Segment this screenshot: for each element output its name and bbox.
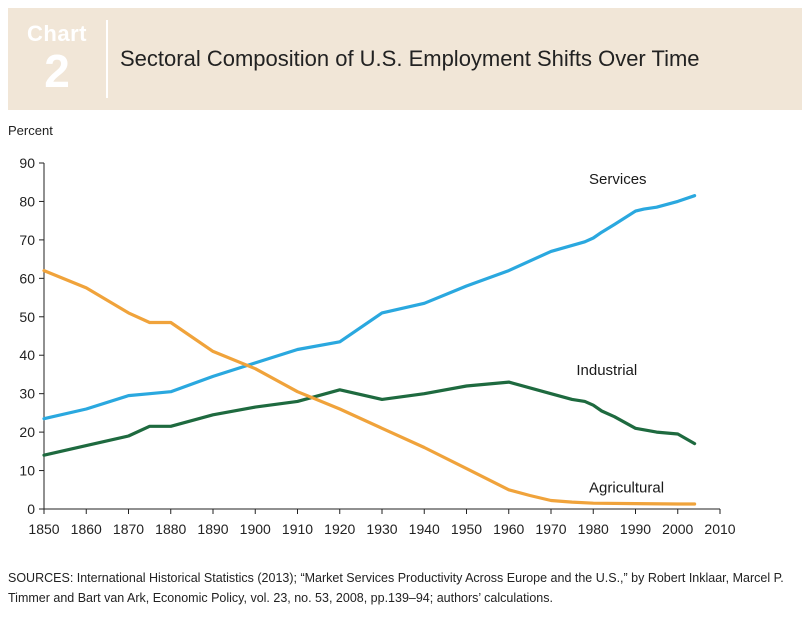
x-tick-label: 1930 [366, 521, 397, 537]
y-tick-label: 90 [19, 155, 35, 171]
line-chart: Percent 0 10 20 30 40 50 60 70 80 90 1850 1860 1870 18… [8, 123, 736, 537]
y-axis-label: Percent [8, 123, 53, 138]
x-tick-label: 1910 [282, 521, 313, 537]
x-tick-label: 2000 [662, 521, 693, 537]
y-tick-label: 80 [19, 193, 35, 209]
x-tick-label: 1920 [324, 521, 355, 537]
x-tick-label: 1850 [28, 521, 59, 537]
x-tick-label: 1870 [113, 521, 144, 537]
x-tick-label: 1950 [451, 521, 482, 537]
chart-word: Chart [27, 21, 87, 46]
sources-note: SOURCES: International Historical Statis… [8, 571, 784, 605]
y-tick-label: 30 [19, 386, 35, 402]
y-tick-label: 60 [19, 270, 35, 286]
series-label-industrial: Industrial [576, 362, 637, 379]
x-tick-label: 1970 [535, 521, 566, 537]
x-tick-label: 1890 [197, 521, 228, 537]
chart-number: 2 [44, 45, 70, 97]
y-tick-label: 50 [19, 309, 35, 325]
chart-badge: Chart 2 [8, 8, 106, 110]
chart-header: Chart 2 Sectoral Composition of U.S. Emp… [8, 8, 802, 110]
x-tick-label: 2010 [704, 521, 735, 537]
header-divider [106, 20, 108, 98]
x-tick-label: 1940 [409, 521, 440, 537]
x-tick-label: 1880 [155, 521, 186, 537]
series-label-agricultural: Agricultural [589, 479, 664, 496]
chart-title: Sectoral Composition of U.S. Employment … [120, 46, 700, 71]
y-tick-label: 10 [19, 463, 35, 479]
series-label-services: Services [589, 171, 647, 188]
x-tick-label: 1900 [240, 521, 271, 537]
series-line-services [42, 194, 697, 421]
y-tick-label: 0 [27, 501, 35, 517]
y-tick-label: 70 [19, 232, 35, 248]
series-line-industrial [42, 380, 697, 457]
y-tick-label: 40 [19, 347, 35, 363]
x-tick-label: 1960 [493, 521, 524, 537]
y-tick-label: 20 [19, 424, 35, 440]
x-tick-label: 1860 [71, 521, 102, 537]
series-line-agricultural [42, 269, 697, 506]
x-tick-label: 1990 [620, 521, 651, 537]
x-tick-label: 1980 [578, 521, 609, 537]
